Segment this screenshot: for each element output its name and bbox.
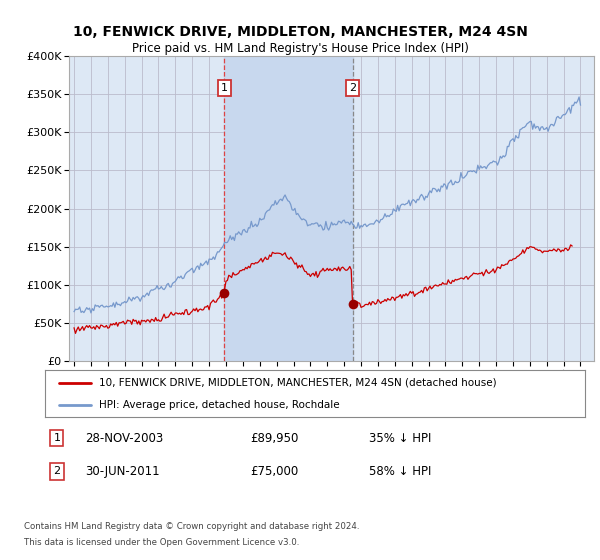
Text: Contains HM Land Registry data © Crown copyright and database right 2024.: Contains HM Land Registry data © Crown c… bbox=[24, 522, 359, 531]
Text: 2: 2 bbox=[53, 466, 61, 477]
Text: £89,950: £89,950 bbox=[250, 432, 299, 445]
Text: Price paid vs. HM Land Registry's House Price Index (HPI): Price paid vs. HM Land Registry's House … bbox=[131, 42, 469, 55]
Text: 35% ↓ HPI: 35% ↓ HPI bbox=[369, 432, 431, 445]
Bar bbox=[224, 56, 353, 361]
Text: 10, FENWICK DRIVE, MIDDLETON, MANCHESTER, M24 4SN: 10, FENWICK DRIVE, MIDDLETON, MANCHESTER… bbox=[73, 25, 527, 39]
Text: 1: 1 bbox=[53, 433, 61, 443]
Text: 2: 2 bbox=[349, 83, 356, 93]
Text: 30-JUN-2011: 30-JUN-2011 bbox=[86, 465, 160, 478]
Text: 10, FENWICK DRIVE, MIDDLETON, MANCHESTER, M24 4SN (detached house): 10, FENWICK DRIVE, MIDDLETON, MANCHESTER… bbox=[99, 378, 497, 388]
Text: 58% ↓ HPI: 58% ↓ HPI bbox=[369, 465, 431, 478]
Text: 1: 1 bbox=[221, 83, 228, 93]
Text: HPI: Average price, detached house, Rochdale: HPI: Average price, detached house, Roch… bbox=[99, 400, 340, 410]
Text: This data is licensed under the Open Government Licence v3.0.: This data is licensed under the Open Gov… bbox=[24, 538, 299, 547]
Text: 28-NOV-2003: 28-NOV-2003 bbox=[86, 432, 164, 445]
Text: £75,000: £75,000 bbox=[250, 465, 298, 478]
